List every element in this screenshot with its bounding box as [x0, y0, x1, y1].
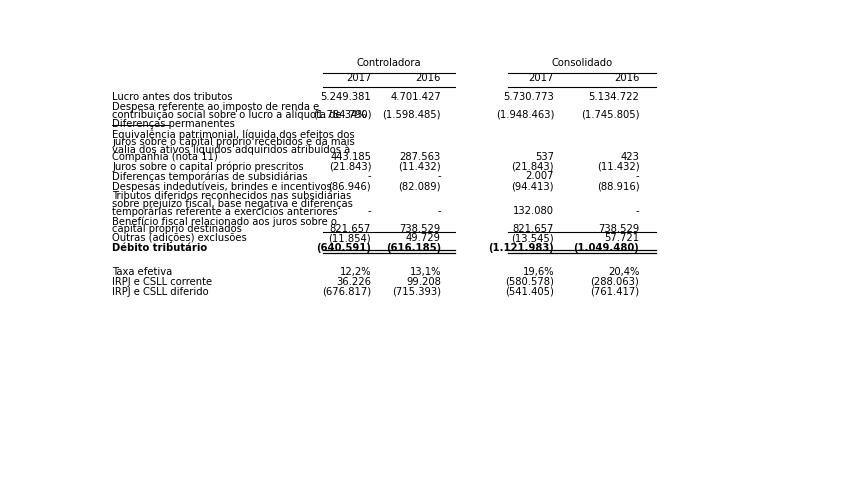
- Text: temporárias referente a exercícios anteriores: temporárias referente a exercícios anter…: [112, 206, 338, 217]
- Text: Despesa referente ao imposto de renda e: Despesa referente ao imposto de renda e: [112, 102, 319, 112]
- Text: 423: 423: [621, 152, 639, 161]
- Text: 738.529: 738.529: [598, 224, 639, 233]
- Text: juros sobre o capital próprio recebidos e da mais: juros sobre o capital próprio recebidos …: [112, 137, 355, 147]
- Text: Despesas indedutíveis, brindes e incentivos: Despesas indedutíveis, brindes e incenti…: [112, 181, 332, 192]
- Text: 132.080: 132.080: [513, 206, 554, 216]
- Text: -: -: [368, 206, 371, 216]
- Text: 821.657: 821.657: [329, 224, 371, 233]
- Text: (676.817): (676.817): [322, 287, 371, 297]
- Text: Equivalência patrimonial, líquida dos efeitos dos: Equivalência patrimonial, líquida dos ef…: [112, 129, 355, 139]
- Text: IRPJ e CSLL diferido: IRPJ e CSLL diferido: [112, 287, 209, 297]
- Text: 4.701.427: 4.701.427: [391, 92, 441, 102]
- Text: 13,1%: 13,1%: [409, 267, 441, 277]
- Text: IRPJ e CSLL corrente: IRPJ e CSLL corrente: [112, 277, 212, 287]
- Text: Outras (adições) exclusões: Outras (adições) exclusões: [112, 233, 247, 243]
- Text: (13.545): (13.545): [511, 233, 554, 243]
- Text: Juros sobre o capital próprio prescritos: Juros sobre o capital próprio prescritos: [112, 161, 304, 172]
- Text: 57.721: 57.721: [604, 233, 639, 243]
- Text: sobre prejuízo fiscal, base negativa e diferenças: sobre prejuízo fiscal, base negativa e d…: [112, 199, 353, 209]
- Text: (94.413): (94.413): [512, 181, 554, 191]
- Text: Diferenças permanentes: Diferenças permanentes: [112, 119, 235, 129]
- Text: 738.529: 738.529: [400, 224, 441, 233]
- Text: (86.946): (86.946): [329, 181, 371, 191]
- Text: (11.432): (11.432): [597, 161, 639, 172]
- Text: 821.657: 821.657: [513, 224, 554, 233]
- Text: (1.121.983): (1.121.983): [488, 243, 554, 254]
- Text: Tributos diferidos reconhecidos nas subsidiárias: Tributos diferidos reconhecidos nas subs…: [112, 191, 351, 201]
- Text: 36.226: 36.226: [336, 277, 371, 287]
- Text: -: -: [368, 172, 371, 182]
- Text: Companhia (nota 11): Companhia (nota 11): [112, 152, 218, 161]
- Text: Taxa efetiva: Taxa efetiva: [112, 267, 172, 277]
- Text: (541.405): (541.405): [505, 287, 554, 297]
- Text: 2017: 2017: [529, 73, 554, 82]
- Text: 5.730.773: 5.730.773: [503, 92, 554, 102]
- Text: (1.745.805): (1.745.805): [581, 109, 639, 119]
- Text: 12,2%: 12,2%: [340, 267, 371, 277]
- Text: (88.916): (88.916): [597, 181, 639, 191]
- Text: (616.185): (616.185): [385, 243, 441, 254]
- Text: (1.049.480): (1.049.480): [574, 243, 639, 254]
- Text: (82.089): (82.089): [398, 181, 441, 191]
- Text: contribuição social sobre o lucro a alíquota de 34%: contribuição social sobre o lucro a alíq…: [112, 109, 367, 120]
- Text: (761.417): (761.417): [590, 287, 639, 297]
- Text: 5.134.722: 5.134.722: [588, 92, 639, 102]
- Text: (1.598.485): (1.598.485): [382, 109, 441, 119]
- Text: -: -: [437, 172, 441, 182]
- Text: Diferenças temporárias de subsidiárias: Diferenças temporárias de subsidiárias: [112, 172, 308, 182]
- Text: (580.578): (580.578): [505, 277, 554, 287]
- Text: capital próprio destinados: capital próprio destinados: [112, 224, 242, 234]
- Text: valia dos ativos líquidos adquiridos atribuídos à: valia dos ativos líquidos adquiridos atr…: [112, 144, 351, 154]
- Text: -: -: [636, 172, 639, 182]
- Text: Benefício fiscal relacionado aos juros sobre o: Benefício fiscal relacionado aos juros s…: [112, 216, 337, 226]
- Text: (640.591): (640.591): [317, 243, 371, 254]
- Text: 19,6%: 19,6%: [522, 267, 554, 277]
- Text: -: -: [636, 206, 639, 216]
- Text: (1.784.790): (1.784.790): [312, 109, 371, 119]
- Text: (11.432): (11.432): [398, 161, 441, 172]
- Text: 49.729: 49.729: [406, 233, 441, 243]
- Text: -: -: [437, 206, 441, 216]
- Text: 2017: 2017: [346, 73, 371, 82]
- Text: 2016: 2016: [614, 73, 639, 82]
- Text: 99.208: 99.208: [406, 277, 441, 287]
- Text: 2016: 2016: [415, 73, 441, 82]
- Text: Débito tributário: Débito tributário: [112, 243, 207, 254]
- Text: Controladora: Controladora: [357, 58, 421, 68]
- Text: (288.063): (288.063): [591, 277, 639, 287]
- Text: (21.843): (21.843): [329, 161, 371, 172]
- Text: 5.249.381: 5.249.381: [320, 92, 371, 102]
- Text: Lucro antes dos tributos: Lucro antes dos tributos: [112, 92, 233, 102]
- Text: (1.948.463): (1.948.463): [496, 109, 554, 119]
- Text: 443.185: 443.185: [330, 152, 371, 161]
- Text: (715.393): (715.393): [392, 287, 441, 297]
- Text: Consolidado: Consolidado: [551, 58, 612, 68]
- Text: 287.563: 287.563: [400, 152, 441, 161]
- Text: (11.854): (11.854): [329, 233, 371, 243]
- Text: 20,4%: 20,4%: [608, 267, 639, 277]
- Text: 537: 537: [535, 152, 554, 161]
- Text: (21.843): (21.843): [512, 161, 554, 172]
- Text: 2.007: 2.007: [526, 172, 554, 182]
